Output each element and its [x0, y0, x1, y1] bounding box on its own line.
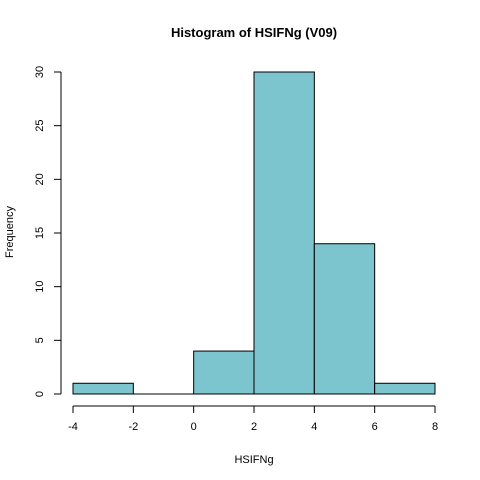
y-tick-label: 25 — [34, 120, 46, 132]
histogram-bar — [374, 382, 436, 395]
x-axis: -4 -2 0 2 4 6 8 — [68, 405, 438, 433]
x-tick-label: -2 — [128, 421, 138, 433]
y-tick-label: 5 — [34, 337, 46, 343]
y-axis-label: Frequency — [4, 206, 16, 258]
x-axis-label: HSIFNg — [234, 454, 273, 466]
x-tick-label: 6 — [372, 421, 378, 433]
bars-group — [72, 71, 436, 395]
y-tick-label: 15 — [34, 227, 46, 239]
chart-title: Histogram of HSIFNg (V09) — [171, 25, 337, 40]
histogram-bar — [72, 382, 134, 395]
x-tick-label: -4 — [68, 421, 78, 433]
x-tick-label: 4 — [311, 421, 317, 433]
x-tick-label: 8 — [432, 421, 438, 433]
histogram-bar — [193, 350, 255, 395]
y-tick-label: 0 — [34, 391, 46, 397]
x-tick-label: 2 — [251, 421, 257, 433]
y-axis: 0 5 10 15 20 25 30 — [34, 66, 62, 397]
x-tick-label: 0 — [191, 421, 197, 433]
y-tick-label: 10 — [34, 281, 46, 293]
histogram-bar — [313, 243, 376, 395]
y-tick-label: 30 — [34, 66, 46, 78]
histogram-bar — [253, 71, 315, 395]
y-tick-label: 20 — [34, 173, 46, 185]
